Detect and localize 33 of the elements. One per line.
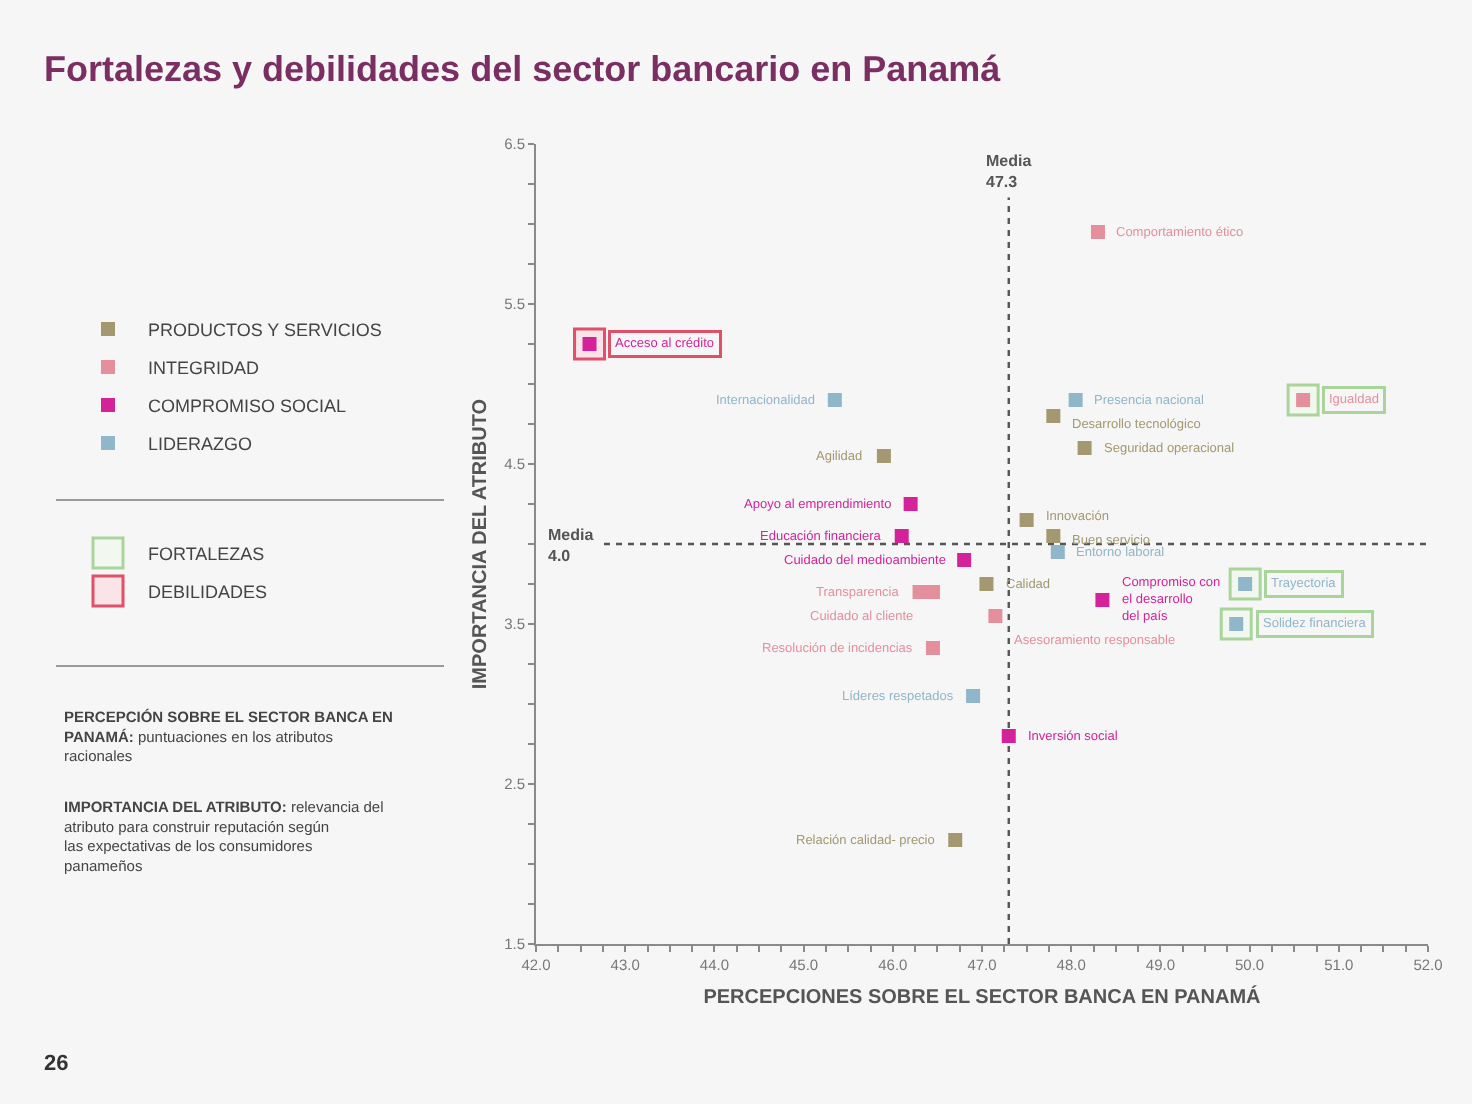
point [1046,529,1061,543]
point [925,641,940,655]
point [912,585,927,599]
legend-label: PRODUCTOS Y SERVICIOS [148,320,382,341]
point [894,529,909,543]
point [966,689,981,703]
ref-line-label: Media 47.3 [986,152,1033,191]
legend-label: COMPROMISO SOCIAL [148,396,347,417]
chart-title: Fortalezas y debilidades del sector bancario en Panamá [44,48,1003,89]
point [988,609,1003,623]
point [1077,441,1092,455]
ref-line-label: Media 4.0 [548,526,595,565]
point [957,553,972,567]
x-axis-title: PERCEPCIONES SOBRE EL SECTOR BANCA EN PANAMÁ [703,985,1261,1009]
point [1090,225,1105,239]
point [1001,729,1016,743]
legend-label: INTEGRIDAD [148,358,261,379]
point [1068,393,1083,407]
point [1046,409,1061,423]
legend-label: FORTALEZAS [148,544,265,565]
text: 26 [44,1052,69,1076]
point [1019,513,1034,527]
legend-label: DEBILIDADES [148,582,268,603]
point [876,449,891,463]
legend-label: LIDERAZGO [148,434,253,455]
y-axis-title: IMPORTANCIA DEL ATRIBUTO [470,398,493,690]
point [1050,545,1065,559]
point [1095,593,1110,607]
point [903,497,918,511]
point [925,585,940,599]
point [979,577,994,591]
point [827,393,842,407]
point [948,833,963,847]
